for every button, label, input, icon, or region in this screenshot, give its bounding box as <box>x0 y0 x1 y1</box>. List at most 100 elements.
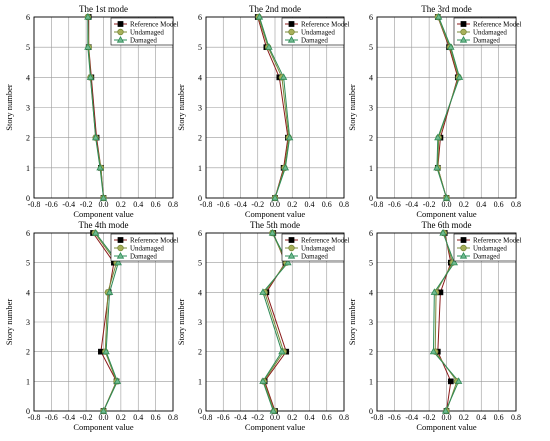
damaged-point <box>285 133 294 141</box>
damaged-point <box>113 377 122 384</box>
x-tick-label: -0.2 <box>423 413 436 422</box>
mode-panel-3: -0.8 -0.6 -0.4 -0.2 0.0 0.2 0.4 0.6 0.8 0 1 2 3 4 5 6 Th… <box>347 4 521 219</box>
y-tick-label: 5 <box>369 43 373 52</box>
x-tick-label: 0.2 <box>459 413 469 422</box>
y-axis-label: Story number <box>347 299 357 346</box>
y-tick-label: 0 <box>198 194 202 203</box>
x-axis-label: Component value <box>73 422 133 432</box>
legend-marker <box>116 35 125 43</box>
y-tick-label: 6 <box>369 13 373 22</box>
reference-model-point <box>447 378 454 385</box>
x-tick-label: -0.4 <box>62 413 75 422</box>
x-tick-label: -0.8 <box>28 200 41 209</box>
y-tick-label: 6 <box>198 13 202 22</box>
damaged-point <box>284 258 292 266</box>
series-line-reference-model <box>437 232 452 412</box>
y-tick-label: 0 <box>26 407 30 416</box>
y-tick-label: 3 <box>369 104 373 113</box>
legend-marker <box>288 237 295 243</box>
mode-panel-5: -0.8 -0.6 -0.4 -0.2 0.0 0.2 0.4 0.6 0.8 0 1 2 3 4 5 6 Th… <box>176 220 349 432</box>
y-tick-label: 0 <box>369 407 373 416</box>
y-tick-label: 1 <box>369 377 373 386</box>
x-tick-label: 0.4 <box>133 413 143 422</box>
y-tick-label: 0 <box>369 194 373 203</box>
legend-label: Undamaged <box>130 29 164 37</box>
damaged-point <box>269 406 277 414</box>
x-tick-label: -0.6 <box>217 413 230 422</box>
series-line-undamaged <box>434 232 458 412</box>
damaged-point <box>114 258 122 266</box>
legend-marker <box>288 28 295 36</box>
damaged-point <box>99 406 108 414</box>
series-line-damaged <box>436 16 461 199</box>
x-tick-label: 0.0 <box>442 413 452 422</box>
mode-panel-4: -0.8 -0.6 -0.4 -0.2 0.0 0.2 0.4 0.6 0.8 0 1 2 3 4 5 6 Th… <box>4 220 178 432</box>
legend-marker <box>116 251 125 259</box>
y-tick-label: 4 <box>369 288 373 297</box>
x-tick-label: 0.2 <box>116 413 126 422</box>
damaged-point <box>259 377 267 384</box>
y-tick-label: 3 <box>198 318 202 327</box>
damaged-point <box>96 163 104 171</box>
legend-label: Damaged <box>301 253 328 261</box>
y-tick-label: 3 <box>26 104 30 113</box>
panel-title: The 6th mode <box>422 220 472 230</box>
x-tick-label: 0.6 <box>151 200 161 209</box>
x-tick-label: 0.8 <box>168 200 178 209</box>
legend-label: Damaged <box>473 37 500 45</box>
damaged-point <box>442 193 451 201</box>
legend-label: Undamaged <box>301 245 335 253</box>
damaged-point <box>429 347 438 355</box>
x-tick-label: -0.6 <box>45 200 58 209</box>
x-tick-label: -0.8 <box>371 200 384 209</box>
x-tick-label: -0.2 <box>80 413 93 422</box>
x-tick-label: -0.6 <box>45 413 58 422</box>
legend-marker <box>460 244 467 252</box>
panel-title: The 1st mode <box>79 4 128 14</box>
legend-label: Damaged <box>130 253 157 261</box>
legend-marker <box>459 251 468 259</box>
y-tick-label: 4 <box>26 73 30 82</box>
x-tick-label: -0.2 <box>423 200 436 209</box>
x-tick-label: 0.4 <box>133 200 143 209</box>
damaged-point <box>92 228 100 236</box>
y-tick-label: 2 <box>369 348 373 357</box>
legend-marker <box>288 244 295 252</box>
damaged-point <box>84 12 92 20</box>
damaged-point <box>278 347 286 355</box>
panel-title: The 5th mode <box>250 220 300 230</box>
x-tick-label: 0.8 <box>339 413 349 422</box>
y-tick-label: 1 <box>369 164 373 173</box>
damaged-point <box>454 377 463 384</box>
x-tick-label: -0.8 <box>200 413 213 422</box>
legend-label: Undamaged <box>130 245 164 253</box>
x-tick-label: -0.2 <box>251 200 264 209</box>
legend-label: Damaged <box>130 37 157 45</box>
x-tick-label: 0.0 <box>99 200 109 209</box>
x-tick-label: -0.4 <box>405 413 418 422</box>
damaged-point <box>279 73 288 80</box>
mode-panel-2: -0.8 -0.6 -0.4 -0.2 0.0 0.2 0.4 0.6 0.8 0 1 2 3 4 5 6 Th… <box>176 4 349 219</box>
y-tick-label: 4 <box>26 288 30 297</box>
x-tick-label: -0.6 <box>388 200 401 209</box>
y-tick-label: 2 <box>198 134 202 143</box>
y-tick-label: 3 <box>26 318 30 327</box>
y-tick-label: 6 <box>26 13 30 22</box>
damaged-point <box>268 228 277 236</box>
series-line-damaged <box>432 232 460 412</box>
series-line-damaged <box>258 16 291 199</box>
damaged-point <box>281 163 290 171</box>
x-axis-label: Component value <box>416 209 476 219</box>
legend-marker <box>460 21 467 27</box>
legend-label: Reference Model <box>473 237 521 245</box>
y-tick-label: 2 <box>26 134 30 143</box>
legend-label: Undamaged <box>473 245 507 253</box>
panel-title: The 4th mode <box>79 220 129 230</box>
x-tick-label: -0.8 <box>28 413 41 422</box>
legend-label: Reference Model <box>130 237 178 245</box>
damaged-point <box>105 288 114 295</box>
